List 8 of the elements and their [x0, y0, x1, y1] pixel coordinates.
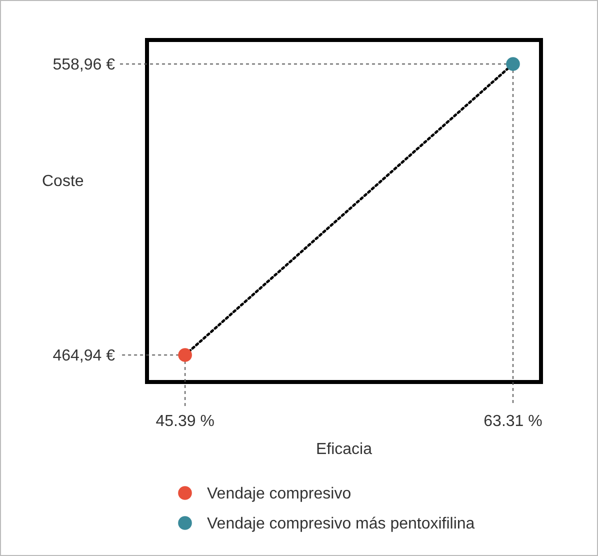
x-axis-title: Eficacia [316, 441, 372, 458]
x-tick-label: 63.31 % [484, 413, 542, 430]
x-tick-label: 45.39 % [156, 413, 214, 430]
y-axis-title: Coste [42, 173, 84, 190]
legend-label: Vendaje compresivo [207, 486, 352, 503]
y-tick-label: 558,96 € [52, 56, 116, 74]
legend-label: Vendaje compresivo más pentoxifilina [207, 516, 475, 533]
y-tick-label: 464,94 € [52, 348, 116, 365]
